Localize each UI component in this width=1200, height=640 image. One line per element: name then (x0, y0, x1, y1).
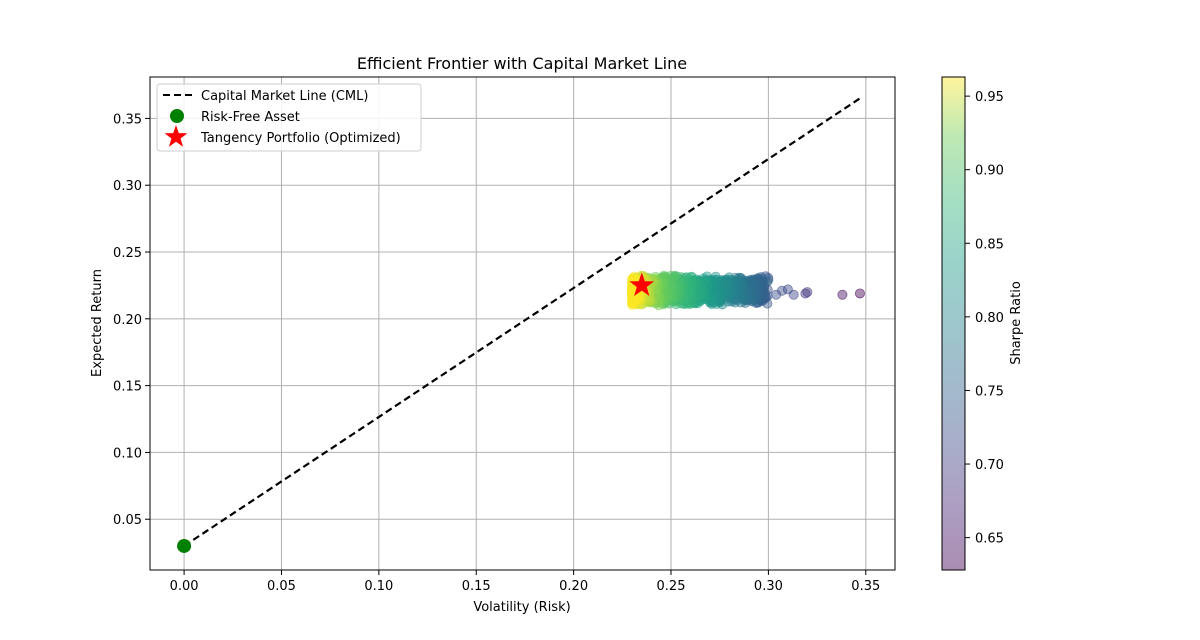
x-tick-label: 0.15 (462, 579, 491, 594)
portfolio-point (837, 289, 848, 300)
grid (150, 77, 895, 570)
colorbar-tick-label: 0.70 (975, 458, 1004, 473)
y-axis-ticks: 0.05 0.10 0.15 0.20 0.25 0.30 0.35 (113, 112, 150, 528)
y-tick-label: 0.35 (113, 112, 142, 127)
plot-frame (149, 76, 896, 571)
portfolio-point (771, 289, 782, 300)
x-tick-label: 0.20 (559, 579, 588, 594)
x-tick-label: 0.05 (267, 579, 296, 594)
x-axis-label: Volatility (Risk) (473, 600, 570, 615)
y-tick-label: 0.15 (113, 380, 142, 395)
portfolio-point (800, 288, 811, 299)
y-tick-label: 0.30 (113, 179, 142, 194)
colorbar-tick-label: 0.80 (975, 311, 1004, 326)
x-axis-ticks: 0.00 0.05 0.10 0.15 0.20 0.25 0.30 0.35 (170, 570, 880, 594)
legend-tangency-label: Tangency Portfolio (Optimized) (200, 131, 401, 146)
x-tick-label: 0.10 (364, 579, 393, 594)
x-tick-label: 0.25 (657, 579, 686, 594)
colorbar-tick-label: 0.95 (975, 90, 1004, 105)
colorbar-tick-label: 0.75 (975, 384, 1004, 399)
portfolio-point (782, 284, 793, 295)
legend-box (156, 83, 422, 152)
legend: Capital Market Line (CML) Risk-Free Asse… (156, 83, 422, 152)
legend-tangency-swatch (164, 125, 188, 147)
colorbar-frame (941, 76, 966, 571)
colorbar-tick-label: 0.90 (975, 164, 1004, 179)
x-tick-label: 0.30 (754, 579, 783, 594)
special-markers (177, 272, 655, 553)
y-tick-label: 0.05 (113, 513, 142, 528)
y-tick-label: 0.25 (113, 246, 142, 261)
y-tick-label: 0.10 (113, 446, 142, 461)
colorbar: 0.65 0.70 0.75 0.80 0.85 0.90 0.95 Sharpe Rati… (941, 76, 1024, 571)
portfolio-point (627, 296, 638, 307)
legend-cml-label: Capital Market Line (CML) (201, 89, 368, 104)
legend-risk-free-label: Risk-Free Asset (201, 110, 300, 125)
x-tick-label: 0.35 (851, 579, 880, 594)
tangency-star (629, 272, 655, 296)
cml-line (183, 97, 861, 547)
colorbar-tick-label: 0.85 (975, 237, 1004, 252)
cml-layer (183, 97, 861, 547)
y-tick-label: 0.20 (113, 313, 142, 328)
portfolio-point (777, 285, 788, 296)
portfolio-point (763, 275, 774, 286)
portfolio-point (854, 288, 865, 299)
colorbar-gradient (942, 77, 965, 570)
y-axis-label: Expected Return (90, 269, 105, 377)
x-tick-label: 0.00 (170, 579, 199, 594)
colorbar-ticks: 0.65 0.70 0.75 0.80 0.85 0.90 0.95 (965, 90, 1004, 547)
risk-free-point (177, 538, 192, 553)
legend-risk-free-swatch (170, 109, 184, 123)
portfolio-scatter (627, 270, 865, 311)
chart-title: Efficient Frontier with Capital Market L… (357, 54, 687, 73)
colorbar-label: Sharpe Ratio (1009, 281, 1024, 365)
colorbar-tick-label: 0.65 (975, 532, 1004, 547)
